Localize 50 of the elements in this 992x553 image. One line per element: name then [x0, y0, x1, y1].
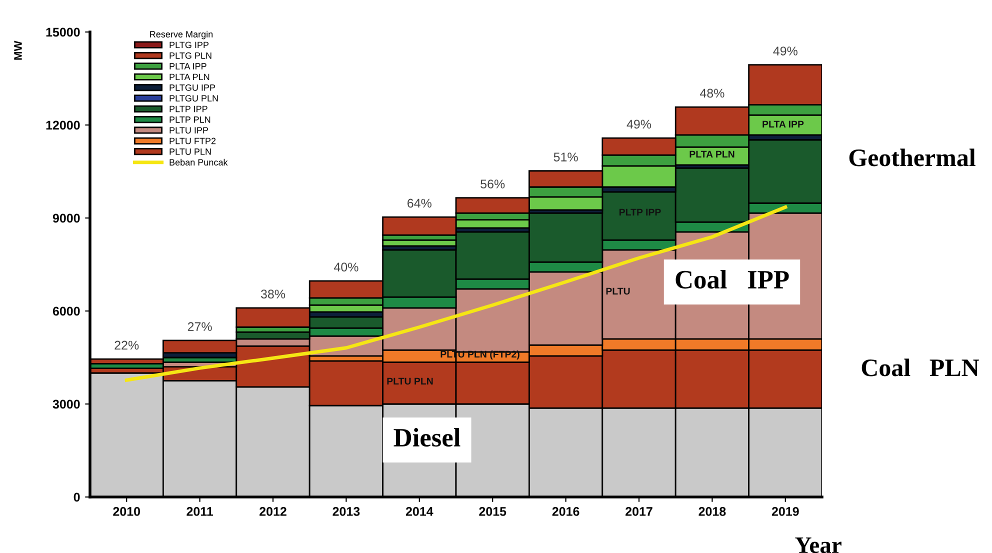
legend-label: PLTP IPP — [170, 106, 208, 112]
annotation: PLTA IPP — [762, 120, 804, 128]
annotation: PLTU — [606, 288, 630, 295]
x-tick-label: 2015 — [479, 507, 506, 516]
annotation: Diesel — [394, 428, 460, 447]
legend-label: PLTGU PLN — [170, 95, 218, 102]
legend-label: PLTA IPP — [170, 63, 206, 70]
annotation: 51% — [554, 152, 578, 162]
annotation: 22% — [114, 340, 139, 350]
annotation: PLTP IPP — [619, 208, 661, 216]
annotation: 56% — [480, 180, 505, 188]
x-tick-label: 2016 — [552, 507, 580, 516]
annotation: 49% — [626, 120, 652, 129]
annotation: Coal IPP — [676, 270, 789, 289]
y-tick-label: 15000 — [46, 28, 80, 37]
legend-label: PLTU PLN — [170, 148, 211, 155]
x-tick-label: 2018 — [698, 507, 726, 516]
annotation: PLTA PLN — [690, 150, 734, 158]
legend-title: Reserve Margin — [150, 30, 213, 40]
y-axis-title: MW — [14, 40, 22, 60]
y-tick-label: 12000 — [46, 120, 80, 130]
annotation: PLTU PLN — [387, 378, 433, 385]
annotation: 49% — [773, 46, 798, 56]
x-tick-label: 2014 — [406, 507, 434, 516]
legend-label: PLTP PLN — [170, 116, 210, 123]
legend-label: Beban Puncak — [170, 158, 228, 166]
y-tick-label: 6000 — [52, 306, 80, 316]
annotation: 48% — [700, 88, 724, 98]
y-tick-label: 0 — [74, 492, 80, 502]
legend-label: PLTU FTP2 — [170, 138, 216, 144]
text: Coal PLN — [862, 358, 980, 376]
x-tick-label: 2017 — [626, 507, 652, 516]
annotation: 38% — [260, 290, 286, 298]
text: Geothermal — [849, 148, 976, 166]
legend-label: PLTG IPP — [170, 42, 209, 48]
annotation: 40% — [334, 262, 358, 272]
x-tick-label: 2011 — [186, 507, 214, 516]
legend-label: PLTA PLN — [170, 74, 210, 80]
legend-label: PLTU IPP — [170, 127, 208, 134]
annotation: 27% — [188, 322, 212, 331]
y-tick-label: 9000 — [52, 214, 80, 223]
x-tick-label: 2019 — [772, 507, 799, 516]
x-tick-label: 2012 — [260, 507, 286, 516]
legend-label: PLTGU IPP — [170, 84, 216, 91]
legend-label: PLTG PLN — [170, 52, 212, 59]
x-tick-label: 2010 — [113, 507, 140, 516]
x-axis-title: Year — [795, 537, 842, 553]
x-tick-label: 2013 — [332, 507, 360, 516]
annotation: 64% — [408, 198, 432, 208]
y-tick-label: 3000 — [52, 400, 80, 409]
